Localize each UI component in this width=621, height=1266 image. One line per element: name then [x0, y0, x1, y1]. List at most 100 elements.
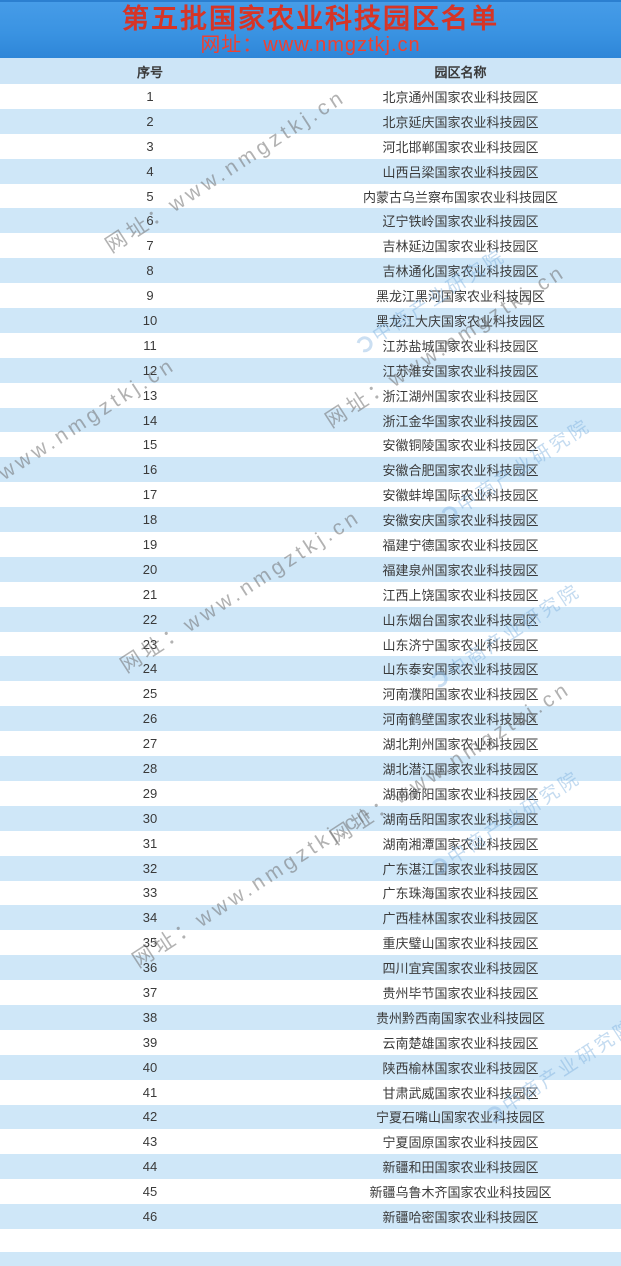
table-row: 42 宁夏石嘴山国家农业科技园区: [0, 1104, 621, 1130]
row-index-cell: 13: [142, 387, 158, 403]
column-header-name: 园区名称: [434, 64, 487, 80]
table-row: 16 安徽合肥国家农业科技园区: [0, 457, 621, 483]
table-row: 35 重庆璧山国家农业科技园区: [0, 930, 621, 955]
table-row: 7 吉林延边国家农业科技园区: [0, 233, 621, 258]
row-name-cell: 安徽合肥国家农业科技园区: [382, 463, 539, 479]
row-name-cell: 福建泉州国家农业科技园区: [382, 562, 539, 578]
row-name-cell: 湖北潜江国家农业科技园区: [382, 761, 539, 777]
row-index-cell: 26: [142, 711, 158, 727]
table-row: 45 新疆乌鲁木齐国家农业科技园区: [0, 1179, 621, 1204]
row-name-cell: 新疆和田国家农业科技园区: [382, 1160, 539, 1176]
row-index-cell: 8: [146, 263, 154, 279]
row-name-cell: 吉林通化国家农业科技园区: [382, 264, 539, 280]
row-name-cell: 河南濮阳国家农业科技园区: [382, 687, 539, 703]
footer-bar: [0, 1251, 621, 1266]
table-row: 13 浙江湖州国家农业科技园区: [0, 383, 621, 408]
row-name-cell: 陕西榆林国家农业科技园区: [382, 1060, 539, 1076]
table-row: 44 新疆和田国家农业科技园区: [0, 1154, 621, 1180]
row-index-cell: 16: [142, 462, 158, 478]
table-row: 8 吉林通化国家农业科技园区: [0, 258, 621, 284]
row-index-cell: 7: [146, 238, 154, 254]
row-index-cell: 21: [142, 586, 158, 602]
row-index-cell: 36: [142, 960, 158, 976]
row-name-cell: 河南鹤壁国家农业科技园区: [382, 712, 539, 728]
table-row: 31 湖南湘潭国家农业科技园区: [0, 831, 621, 856]
row-index-cell: 18: [142, 512, 158, 528]
row-name-cell: 湖南衡阳国家农业科技园区: [382, 786, 539, 802]
row-name-cell: 湖南岳阳国家农业科技园区: [382, 811, 539, 827]
row-name-cell: 江苏淮安国家农业科技园区: [382, 363, 539, 379]
row-index-cell: 5: [146, 188, 154, 204]
row-index-cell: 28: [142, 760, 158, 776]
row-index-cell: 29: [142, 785, 158, 801]
row-name-cell: 吉林延边国家农业科技园区: [382, 239, 539, 255]
row-name-cell: 黑龙江黑河国家农业科技园区: [375, 289, 545, 305]
row-name-cell: 黑龙江大庆国家农业科技园区: [375, 313, 545, 329]
table-row: 15 安徽铜陵国家农业科技园区: [0, 432, 621, 457]
table-row: 22 山东烟台国家农业科技园区: [0, 606, 621, 632]
table-row: 43 宁夏固原国家农业科技园区: [0, 1129, 621, 1154]
row-name-cell: 山西吕梁国家农业科技园区: [382, 164, 539, 180]
row-index-cell: 10: [142, 312, 158, 328]
row-index-cell: 12: [142, 362, 158, 378]
row-name-cell: 贵州黔西南国家农业科技园区: [375, 1010, 545, 1026]
table-row: 33 广东珠海国家农业科技园区: [0, 881, 621, 906]
row-name-cell: 新疆哈密国家农业科技园区: [382, 1210, 539, 1226]
row-index-cell: 11: [143, 337, 157, 353]
row-name-cell: 贵州毕节国家农业科技园区: [382, 986, 539, 1001]
row-name-cell: 山东烟台国家农业科技园区: [382, 612, 539, 628]
row-name-cell: 安徽蚌埠国际农业科技园区: [382, 488, 539, 504]
table-row: 37 贵州毕节国家农业科技园区: [0, 980, 621, 1005]
row-name-cell: 福建宁德国家农业科技园区: [382, 537, 539, 553]
row-index-cell: 38: [142, 1009, 158, 1025]
table-row: 2 北京延庆国家农业科技园区: [0, 108, 621, 134]
table-row: 1 北京通州国家农业科技园区: [0, 84, 621, 109]
row-index-cell: 23: [142, 636, 158, 652]
table-row: 32 广东湛江国家农业科技园区: [0, 855, 621, 881]
row-index-cell: 9: [146, 288, 154, 304]
table-row: 12 江苏淮安国家农业科技园区: [0, 357, 621, 383]
row-index-cell: 44: [142, 1159, 158, 1175]
row-index-cell: 35: [142, 935, 158, 951]
row-index-cell: 17: [142, 487, 158, 503]
row-index-cell: 27: [142, 736, 158, 752]
table-body: 1 北京通州国家农业科技园区 2 北京延庆国家农业科技园区 3 河北邯郸国家农业科技园区 4…: [0, 84, 621, 1229]
table-row: 26 河南鹤壁国家农业科技园区: [0, 706, 621, 732]
table-header-row: 序号 园区名称: [0, 58, 621, 84]
row-name-cell: 重庆璧山国家农业科技园区: [382, 936, 539, 952]
table-row: 14 浙江金华国家农业科技园区: [0, 407, 621, 433]
row-name-cell: 河北邯郸国家农业科技园区: [382, 139, 539, 155]
parks-table: 序号 园区名称 1 北京通州国家农业科技园区 2 北京延庆国家农业科技园区 3 河北邯郸国…: [0, 58, 621, 1229]
header-banner: 第五批国家农业科技园区名单 网址：www.nmgztkj.cn: [0, 0, 621, 58]
bottom-gap: [0, 1228, 621, 1252]
row-name-cell: 安徽安庆国家农业科技园区: [382, 513, 539, 529]
row-name-cell: 湖北荆州国家农业科技园区: [382, 737, 539, 753]
table-row: 19 福建宁德国家农业科技园区: [0, 532, 621, 557]
table-row: 28 湖北潜江国家农业科技园区: [0, 756, 621, 781]
row-index-cell: 43: [142, 1134, 158, 1150]
table-row: 9 黑龙江黑河国家农业科技园区: [0, 283, 621, 308]
row-name-cell: 甘肃武威国家农业科技园区: [382, 1085, 539, 1101]
table-row: 41 甘肃武威国家农业科技园区: [0, 1080, 621, 1105]
row-index-cell: 31: [142, 835, 158, 851]
row-name-cell: 浙江金华国家农业科技园区: [382, 413, 539, 429]
row-index-cell: 37: [142, 985, 158, 1000]
table-row: 25 河南濮阳国家农业科技园区: [0, 681, 621, 706]
row-index-cell: 34: [142, 910, 158, 926]
row-index-cell: 30: [142, 810, 158, 826]
row-index-cell: 4: [146, 163, 154, 179]
page-title: 第五批国家农业科技园区名单: [122, 4, 499, 34]
table-row: 23 山东济宁国家农业科技园区: [0, 632, 621, 657]
row-index-cell: 25: [142, 686, 158, 702]
row-name-cell: 辽宁铁岭国家农业科技园区: [382, 214, 539, 230]
row-name-cell: 宁夏固原国家农业科技园区: [382, 1135, 539, 1151]
row-index-cell: 42: [142, 1109, 158, 1125]
row-index-cell: 19: [142, 536, 158, 552]
table-row: 11 江苏盐城国家农业科技园区: [0, 333, 621, 358]
table-row: 38 贵州黔西南国家农业科技园区: [0, 1004, 621, 1030]
row-index-cell: 15: [142, 437, 158, 453]
row-index-cell: 45: [142, 1184, 158, 1200]
row-name-cell: 宁夏石嘴山国家农业科技园区: [375, 1110, 545, 1126]
row-index-cell: 39: [142, 1034, 158, 1050]
row-name-cell: 北京延庆国家农业科技园区: [382, 114, 539, 130]
